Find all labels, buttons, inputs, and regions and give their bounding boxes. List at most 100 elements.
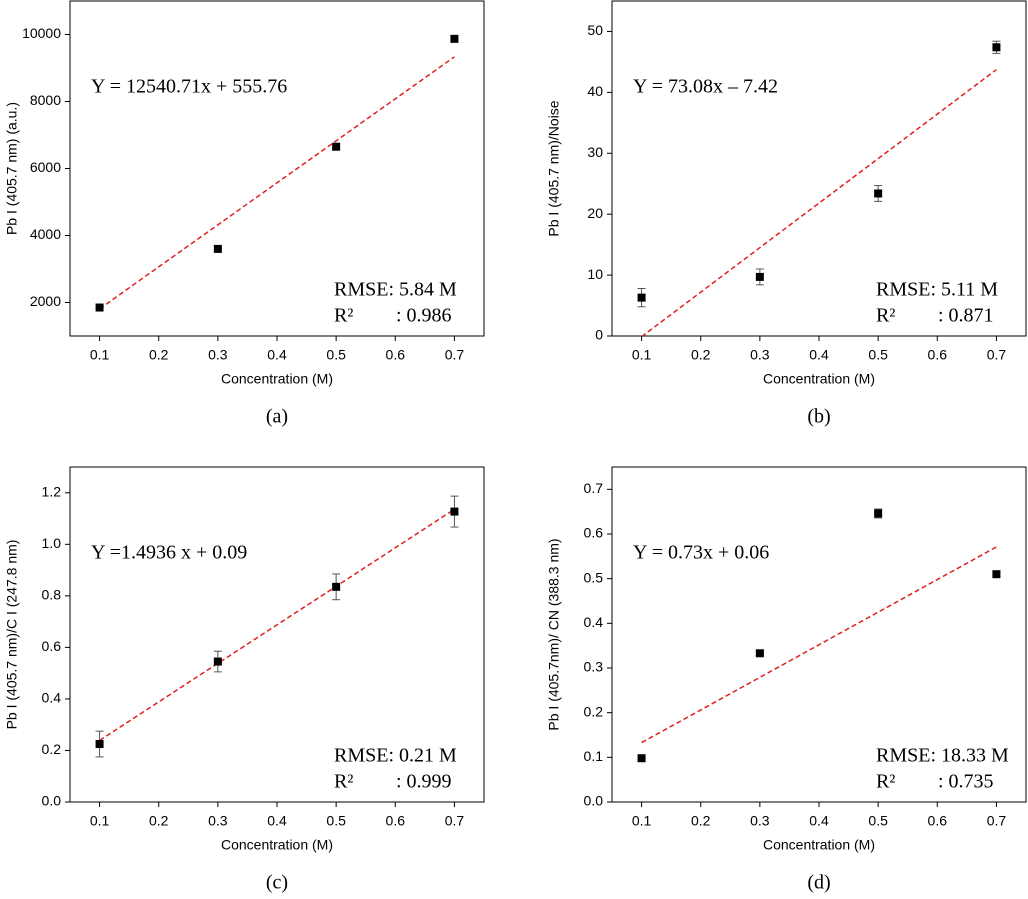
x-tick-label: 0.2	[691, 347, 711, 363]
y-tick-label: 0.6	[584, 525, 604, 541]
fit-line	[99, 508, 455, 742]
x-tick-label: 0.1	[90, 347, 110, 363]
y-axis-label: Pb I (405.7nm)/ CN (388.3 nm)	[546, 538, 562, 730]
y-axis-label: Pb I (405.7 nm)/Noise	[546, 100, 562, 236]
data-point	[874, 189, 883, 198]
r2-value: : 0.871	[938, 305, 994, 327]
y-tick-label: 8000	[30, 92, 61, 108]
fit-line	[99, 56, 455, 310]
fit-line	[641, 68, 997, 336]
y-tick-label: 1.2	[42, 483, 62, 499]
y-tick-label: 0.0	[584, 793, 604, 809]
data-point	[450, 34, 459, 43]
x-tick-label: 0.4	[267, 347, 287, 363]
data-point	[755, 649, 764, 658]
rmse: RMSE: 18.33 M	[876, 745, 1009, 767]
x-tick-label: 0.2	[149, 813, 169, 829]
data-point	[95, 740, 104, 749]
x-tick-label: 0.7	[445, 813, 465, 829]
y-tick-label: 10000	[22, 25, 61, 41]
y-tick-label: 6000	[30, 159, 61, 175]
x-tick-label: 0.3	[208, 813, 228, 829]
y-tick-label: 0	[595, 327, 603, 343]
data-point	[95, 303, 104, 312]
x-axis-label: Concentration (M)	[763, 837, 875, 853]
y-tick-label: 0.7	[584, 480, 604, 496]
y-tick-label: 10	[587, 266, 603, 282]
y-axis-label: Pb I (405.7 nm) (a.u.)	[4, 102, 20, 235]
panel: 0.1 0.2 0.3 0.4 0.5 0.6 0.7 0 10 20 30 40 50 Concentr…	[546, 0, 1027, 428]
x-tick-label: 0.1	[90, 813, 110, 829]
x-tick-label: 0.1	[632, 347, 652, 363]
equation: Y = 12540.71x + 555.76	[91, 76, 287, 98]
x-tick-label: 0.4	[809, 347, 829, 363]
data-point	[450, 507, 459, 516]
panel: 0.1 0.2 0.3 0.4 0.5 0.6 0.7 0.0 0.2 0.4 0.6 0.8 1.0 1…	[4, 466, 485, 894]
x-tick-label: 0.6	[386, 347, 406, 363]
data-point	[874, 509, 883, 518]
r2-label: R²	[334, 305, 353, 327]
r2-value: : 0.735	[938, 771, 994, 793]
x-tick-label: 0.7	[445, 347, 465, 363]
x-tick-label: 0.2	[691, 813, 711, 829]
data-point	[213, 244, 222, 253]
y-tick-label: 0.8	[42, 587, 62, 603]
rmse: RMSE: 0.21 M	[334, 745, 457, 767]
y-tick-label: 4000	[30, 226, 61, 242]
panel-label: (a)	[266, 406, 288, 428]
x-tick-label: 0.4	[267, 813, 287, 829]
data-point	[992, 570, 1001, 579]
r2-label: R²	[876, 305, 895, 327]
x-tick-label: 0.6	[928, 347, 948, 363]
fit-line	[641, 546, 997, 744]
panel: 0.1 0.2 0.3 0.4 0.5 0.6 0.7 0.0 0.1 0.2 0.3 0.4 0.5 0…	[546, 466, 1027, 894]
panel-label: (b)	[807, 406, 830, 428]
r2-label: R²	[876, 771, 895, 793]
y-tick-label: 1.0	[42, 535, 62, 551]
equation: Y = 0.73x + 0.06	[633, 542, 769, 564]
x-axis-label: Concentration (M)	[763, 371, 875, 387]
y-tick-label: 0.0	[42, 793, 62, 809]
y-tick-label: 0.2	[42, 741, 62, 757]
panel-label: (d)	[807, 872, 830, 894]
x-tick-label: 0.6	[386, 813, 406, 829]
x-tick-label: 0.5	[868, 813, 888, 829]
x-axis-label: Concentration (M)	[221, 371, 333, 387]
x-tick-label: 0.2	[149, 347, 169, 363]
panel: 0.1 0.2 0.3 0.4 0.5 0.6 0.7 2000 4000 6000 8000 100…	[4, 0, 485, 428]
rmse: RMSE: 5.84 M	[334, 279, 457, 301]
equation: Y =1.4936 x + 0.09	[91, 542, 247, 564]
y-tick-label: 2000	[30, 293, 61, 309]
r2-value: : 0.999	[396, 771, 452, 793]
y-tick-label: 20	[587, 205, 603, 221]
data-point	[637, 293, 646, 302]
y-axis-label: Pb I (405.7 nm)/C I (247.8 nm)	[4, 540, 20, 730]
data-point	[332, 142, 341, 151]
r2-label: R²	[334, 771, 353, 793]
data-point	[332, 582, 341, 591]
x-tick-label: 0.1	[632, 813, 652, 829]
x-tick-label: 0.5	[868, 347, 888, 363]
y-tick-label: 0.5	[584, 569, 604, 585]
y-tick-label: 0.2	[584, 703, 604, 719]
y-tick-label: 30	[587, 144, 603, 160]
r2-value: : 0.986	[396, 305, 452, 327]
x-tick-label: 0.3	[750, 813, 770, 829]
y-tick-label: 0.4	[584, 614, 604, 630]
data-point	[637, 754, 646, 763]
y-tick-label: 0.4	[42, 690, 62, 706]
panel-label: (c)	[266, 872, 288, 894]
data-point	[992, 43, 1001, 52]
y-tick-label: 0.3	[584, 659, 604, 675]
y-tick-label: 50	[587, 22, 603, 38]
x-tick-label: 0.4	[809, 813, 829, 829]
x-tick-label: 0.5	[326, 347, 346, 363]
equation: Y = 73.08x – 7.42	[633, 76, 778, 98]
x-axis-label: Concentration (M)	[221, 837, 333, 853]
y-tick-label: 40	[587, 83, 603, 99]
y-tick-label: 0.6	[42, 638, 62, 654]
x-tick-label: 0.7	[987, 347, 1007, 363]
x-tick-label: 0.5	[326, 813, 346, 829]
rmse: RMSE: 5.11 M	[876, 279, 998, 301]
